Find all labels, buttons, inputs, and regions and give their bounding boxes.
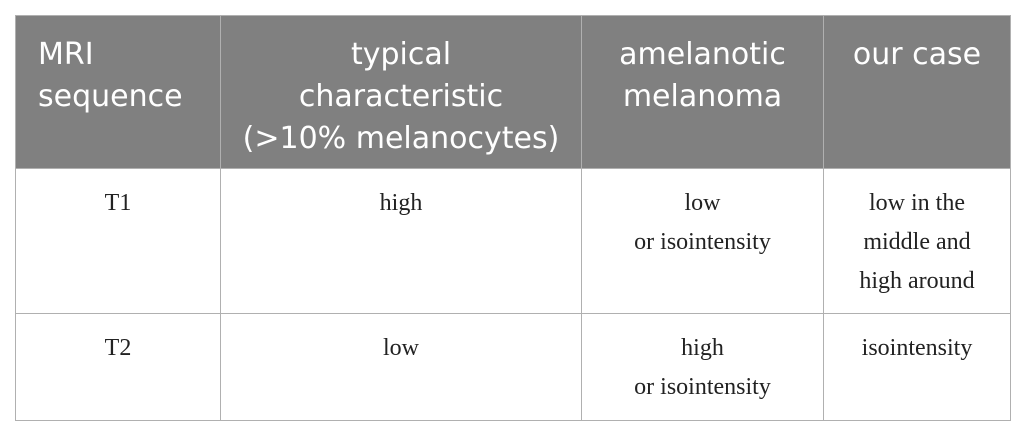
table-cell: low in the middle and high around	[823, 168, 1011, 314]
cell-line: amelanotic	[619, 37, 786, 72]
header-row: MRI sequence typical characteristic (>10% me…	[15, 15, 1011, 169]
table-cell: isointensity	[823, 313, 1011, 421]
cell-line: isointensity	[861, 335, 973, 361]
cell-line: typical	[350, 37, 452, 72]
header-cell: our case	[823, 15, 1011, 169]
comparison-table: MRI sequence typical characteristic (>10% me…	[15, 15, 1011, 421]
cell-line: low in the	[869, 190, 965, 216]
cell-line: high around	[859, 268, 975, 294]
cell-line: our case	[852, 37, 982, 72]
cell-line: characteristic	[298, 79, 504, 114]
table-row: T2 low high or isointensity isointensity	[15, 313, 1011, 421]
table-row: T1 high low or isointensity low in the middle…	[15, 168, 1011, 314]
cell-line: low	[383, 335, 419, 361]
table-cell: T2	[15, 313, 221, 421]
cell-line: or isointensity	[634, 374, 771, 400]
table-cell: high	[220, 168, 582, 314]
cell-line: MRI	[38, 37, 94, 72]
table-cell: high or isointensity	[581, 313, 824, 421]
cell-line: melanoma	[622, 79, 783, 114]
cell-line: T2	[104, 335, 132, 361]
table-cell: low	[220, 313, 582, 421]
cell-line: low	[684, 190, 721, 216]
cell-line: T1	[104, 190, 132, 216]
header-cell: MRI sequence	[15, 15, 221, 169]
header-cell: amelanotic melanoma	[581, 15, 824, 169]
table-body: T1 high low or isointensity low in the middle…	[15, 168, 1011, 421]
table-cell: low or isointensity	[581, 168, 824, 314]
cell-line: or isointensity	[634, 229, 771, 255]
cell-line: high	[681, 335, 724, 361]
header-cell: typical characteristic (>10% melanocytes)	[220, 15, 582, 169]
cell-line: (>10% melanocytes)	[242, 121, 560, 156]
cell-line: sequence	[38, 79, 183, 114]
table-cell: T1	[15, 168, 221, 314]
cell-line: middle and	[863, 229, 971, 255]
cell-line: high	[379, 190, 423, 216]
